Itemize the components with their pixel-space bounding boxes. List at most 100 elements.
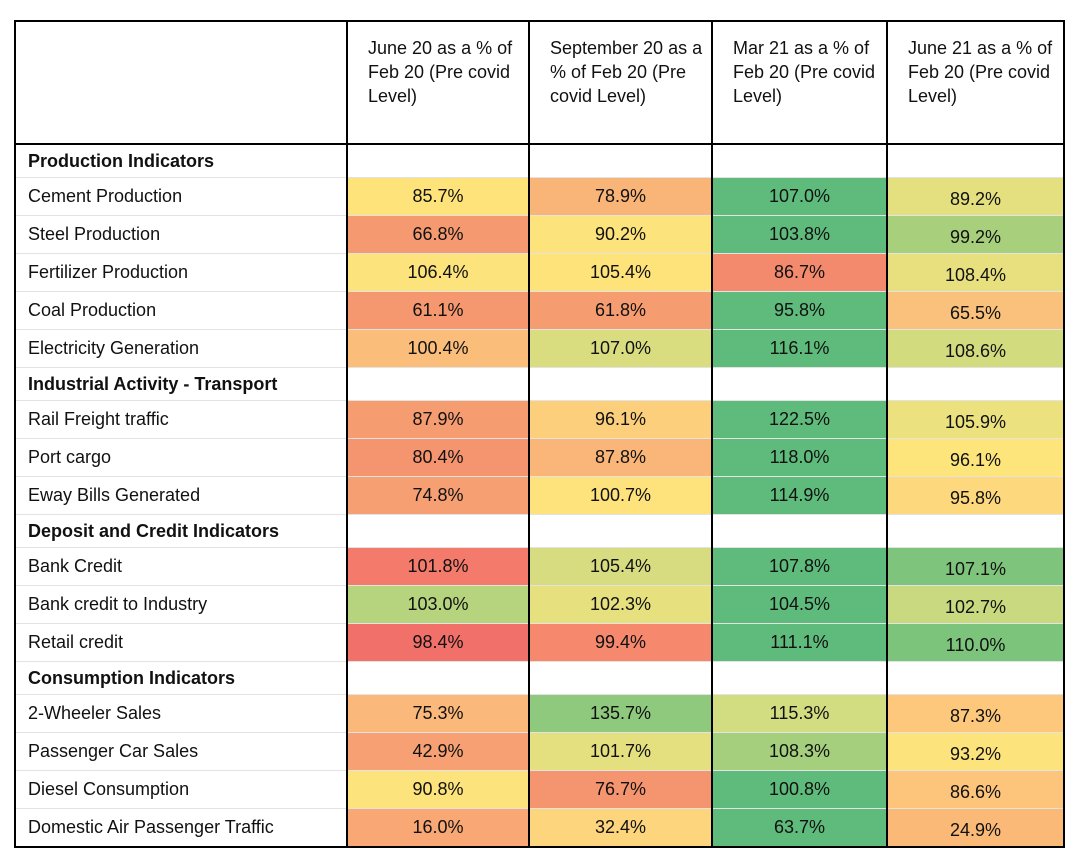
header-september-20: September 20 as a % of Feb 20 (Pre covid…	[528, 21, 712, 145]
value-cell: 101.8%	[346, 547, 529, 586]
value-cell: 98.4%	[346, 623, 529, 662]
value-cell: 74.8%	[346, 476, 529, 515]
row-label: Fertilizer Production	[15, 253, 347, 292]
value-cell: 102.3%	[528, 585, 712, 624]
value-cell: 107.8%	[711, 547, 887, 586]
value-cell: 114.9%	[711, 476, 887, 515]
header-mar-21: Mar 21 as a % of Feb 20 (Pre covid Level…	[711, 21, 887, 145]
section-label: Industrial Activity - Transport	[15, 367, 347, 401]
section-row: Consumption Indicators	[15, 661, 1064, 695]
table-row: Steel Production 66.8% 90.2% 103.8% 99.2%	[15, 215, 1064, 254]
value-cell: 105.9%	[886, 400, 1064, 439]
table-row: Diesel Consumption 90.8% 76.7% 100.8% 86.6%	[15, 770, 1064, 809]
section-row: Production Indicators	[15, 144, 1064, 178]
value-cell: 107.0%	[528, 329, 712, 368]
row-label: Passenger Car Sales	[15, 732, 347, 771]
value-cell: 63.7%	[711, 808, 887, 848]
table-row: Cement Production 85.7% 78.9% 107.0% 89.2%	[15, 177, 1064, 216]
section-empty-cell	[711, 144, 887, 178]
section-empty-cell	[711, 514, 887, 548]
value-cell: 100.7%	[528, 476, 712, 515]
value-cell: 107.1%	[886, 547, 1064, 586]
value-cell: 108.3%	[711, 732, 887, 771]
value-cell: 103.0%	[346, 585, 529, 624]
value-cell: 75.3%	[346, 694, 529, 733]
value-cell: 42.9%	[346, 732, 529, 771]
section-empty-cell	[346, 514, 529, 548]
row-label: 2-Wheeler Sales	[15, 694, 347, 733]
value-cell: 80.4%	[346, 438, 529, 477]
row-label: Retail credit	[15, 623, 347, 662]
value-cell: 101.7%	[528, 732, 712, 771]
section-empty-cell	[711, 367, 887, 401]
value-cell: 108.6%	[886, 329, 1064, 368]
section-empty-cell	[346, 144, 529, 178]
row-label: Steel Production	[15, 215, 347, 254]
table-row: Port cargo 80.4% 87.8% 118.0% 96.1%	[15, 438, 1064, 477]
value-cell: 16.0%	[346, 808, 529, 848]
section-empty-cell	[711, 661, 887, 695]
value-cell: 99.4%	[528, 623, 712, 662]
value-cell: 135.7%	[528, 694, 712, 733]
value-cell: 122.5%	[711, 400, 887, 439]
value-cell: 100.8%	[711, 770, 887, 809]
section-empty-cell	[886, 367, 1064, 401]
value-cell: 76.7%	[528, 770, 712, 809]
section-label: Production Indicators	[15, 144, 347, 178]
section-empty-cell	[346, 661, 529, 695]
value-cell: 61.8%	[528, 291, 712, 330]
value-cell: 89.2%	[886, 177, 1064, 216]
header-june-21: June 21 as a % of Feb 20 (Pre covid Leve…	[886, 21, 1064, 145]
value-cell: 86.7%	[711, 253, 887, 292]
row-label: Bank Credit	[15, 547, 347, 586]
table-row: Electricity Generation 100.4% 107.0% 116.1%…	[15, 329, 1064, 368]
indicator-table: June 20 as a % of Feb 20 (Pre covid Leve…	[14, 20, 1065, 848]
value-cell: 108.4%	[886, 253, 1064, 292]
row-label: Port cargo	[15, 438, 347, 477]
value-cell: 96.1%	[886, 438, 1064, 477]
row-label: Bank credit to Industry	[15, 585, 347, 624]
table-row: Domestic Air Passenger Traffic 16.0% 32.4%…	[15, 808, 1064, 848]
row-label: Cement Production	[15, 177, 347, 216]
value-cell: 90.8%	[346, 770, 529, 809]
row-label: Eway Bills Generated	[15, 476, 347, 515]
section-empty-cell	[886, 144, 1064, 178]
value-cell: 66.8%	[346, 215, 529, 254]
table-body: Production Indicators Cement Production 85…	[15, 144, 1064, 848]
value-cell: 99.2%	[886, 215, 1064, 254]
value-cell: 24.9%	[886, 808, 1064, 848]
value-cell: 111.1%	[711, 623, 887, 662]
section-empty-cell	[886, 514, 1064, 548]
value-cell: 78.9%	[528, 177, 712, 216]
value-cell: 115.3%	[711, 694, 887, 733]
value-cell: 87.8%	[528, 438, 712, 477]
section-label: Deposit and Credit Indicators	[15, 514, 347, 548]
value-cell: 104.5%	[711, 585, 887, 624]
table-row: Passenger Car Sales 42.9% 101.7% 108.3% 93.2…	[15, 732, 1064, 771]
value-cell: 106.4%	[346, 253, 529, 292]
section-empty-cell	[528, 661, 712, 695]
section-empty-cell	[886, 661, 1064, 695]
value-cell: 105.4%	[528, 547, 712, 586]
value-cell: 96.1%	[528, 400, 712, 439]
table-row: Retail credit 98.4% 99.4% 111.1% 110.0%	[15, 623, 1064, 662]
section-empty-cell	[346, 367, 529, 401]
value-cell: 116.1%	[711, 329, 887, 368]
value-cell: 93.2%	[886, 732, 1064, 771]
value-cell: 85.7%	[346, 177, 529, 216]
table-row: Fertilizer Production 106.4% 105.4% 86.7% 10…	[15, 253, 1064, 292]
value-cell: 86.6%	[886, 770, 1064, 809]
value-cell: 103.8%	[711, 215, 887, 254]
section-row: Deposit and Credit Indicators	[15, 514, 1064, 548]
value-cell: 87.9%	[346, 400, 529, 439]
row-label: Coal Production	[15, 291, 347, 330]
section-empty-cell	[528, 144, 712, 178]
value-cell: 105.4%	[528, 253, 712, 292]
indicator-table-container: June 20 as a % of Feb 20 (Pre covid Leve…	[14, 20, 1065, 848]
row-label: Electricity Generation	[15, 329, 347, 368]
value-cell: 107.0%	[711, 177, 887, 216]
value-cell: 118.0%	[711, 438, 887, 477]
table-row: Bank credit to Industry 103.0% 102.3% 104.5…	[15, 585, 1064, 624]
value-cell: 100.4%	[346, 329, 529, 368]
table-row: Rail Freight traffic 87.9% 96.1% 122.5% 105.…	[15, 400, 1064, 439]
